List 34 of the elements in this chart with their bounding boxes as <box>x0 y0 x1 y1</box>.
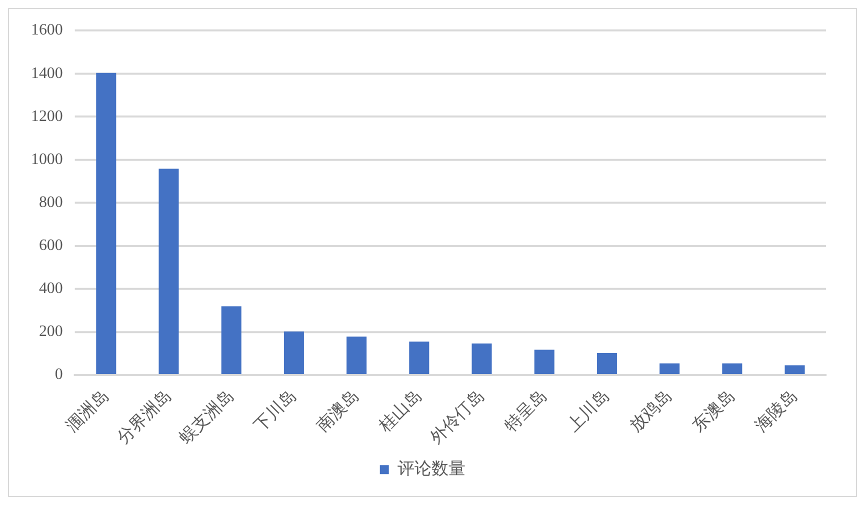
bar <box>784 365 805 374</box>
y-tick-label: 1200 <box>30 108 63 125</box>
y-tick-label: 0 <box>54 366 63 384</box>
y-tick-label: 400 <box>38 280 63 298</box>
y-tick-label: 1000 <box>30 150 63 168</box>
x-tick-label: 南澳岛 <box>312 386 363 436</box>
bar <box>96 72 116 374</box>
bar <box>158 168 179 374</box>
y-tick-label: 800 <box>38 194 63 211</box>
y-tick-label: 200 <box>38 323 63 340</box>
x-tick-label: 海陵岛 <box>751 386 801 436</box>
x-tick-label: 放鸡岛 <box>626 386 676 436</box>
bar <box>660 363 680 374</box>
bar <box>596 353 617 374</box>
x-tick-label: 下川岛 <box>250 386 300 436</box>
x-tick-label: 涠洲岛 <box>62 386 112 436</box>
x-tick-label: 上川岛 <box>563 386 613 436</box>
x-tick-label: 东澳岛 <box>688 386 738 436</box>
bar <box>284 332 304 374</box>
bar <box>409 342 430 374</box>
bar <box>722 363 742 374</box>
bar <box>472 344 492 374</box>
y-tick-label: 1400 <box>30 64 63 82</box>
bar <box>221 306 242 374</box>
y-tick-label: 1600 <box>30 22 63 39</box>
x-tick-label: 分界洲岛 <box>113 386 175 448</box>
y-tick-label: 600 <box>38 237 63 254</box>
x-tick-label: 外伶仃岛 <box>426 386 488 448</box>
x-tick-label: 桂山岛 <box>374 386 426 436</box>
x-tick-label: 特呈岛 <box>500 386 550 436</box>
x-tick-label: 蜈支洲岛 <box>176 386 238 448</box>
legend-label: 评论数量 <box>397 459 466 478</box>
bar <box>346 336 367 374</box>
bar <box>534 350 554 374</box>
